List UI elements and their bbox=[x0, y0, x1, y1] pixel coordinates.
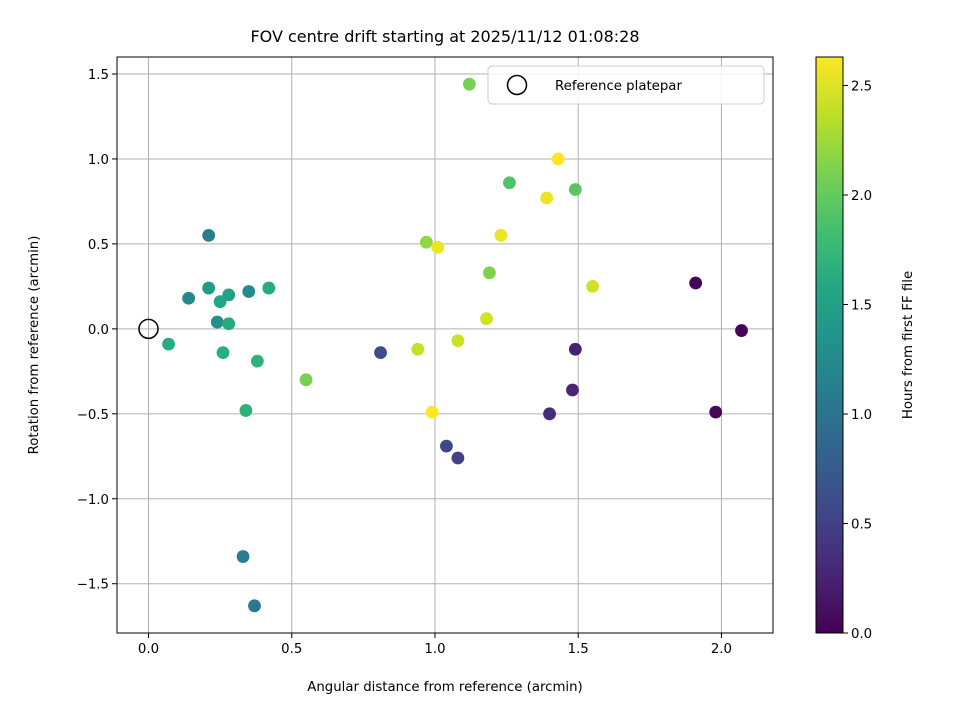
data-point bbox=[202, 281, 216, 295]
colorbar-label: Hours from first FF file bbox=[901, 271, 916, 419]
x-tick-label: 0.5 bbox=[281, 642, 302, 657]
data-point bbox=[216, 346, 230, 360]
data-point bbox=[709, 405, 723, 419]
colorbar-tick-label: 0.0 bbox=[851, 627, 872, 642]
legend-open-circle-icon bbox=[506, 74, 528, 96]
data-point bbox=[239, 404, 253, 417]
y-tick-label: −0.5 bbox=[77, 408, 109, 423]
x-axis-ticks: 0.0 0.5 1.0 1.5 2.0 bbox=[138, 633, 732, 657]
data-point bbox=[735, 324, 748, 337]
data-point bbox=[494, 229, 508, 242]
data-point bbox=[162, 337, 175, 351]
data-point bbox=[374, 346, 387, 360]
data-point bbox=[540, 191, 554, 205]
data-point bbox=[451, 334, 465, 348]
x-tick-label: 0.0 bbox=[138, 642, 159, 657]
data-point bbox=[483, 266, 496, 280]
x-tick-label: 1.0 bbox=[424, 642, 445, 657]
data-point bbox=[250, 354, 264, 368]
data-point bbox=[551, 152, 565, 166]
x-tick-label: 2.0 bbox=[711, 642, 732, 657]
colorbar-tick-label: 0.5 bbox=[851, 517, 872, 532]
data-point bbox=[566, 383, 579, 397]
data-point bbox=[222, 317, 236, 331]
data-point bbox=[242, 285, 256, 298]
data-point bbox=[586, 279, 599, 293]
legend-label: Reference platepar bbox=[555, 79, 682, 94]
data-point bbox=[411, 342, 425, 356]
data-point bbox=[202, 229, 216, 242]
data-point bbox=[431, 240, 445, 254]
colorbar-gradient bbox=[815, 56, 844, 634]
data-point bbox=[213, 295, 227, 309]
data-point bbox=[425, 405, 439, 419]
data-point bbox=[451, 451, 465, 465]
y-axis-ticks: 1.5 1.0 0.5 0.0 −0.5 −1.0 −1.5 bbox=[77, 68, 117, 593]
colorbar: 0.0 0.5 1.0 1.5 2.0 2.5 Hours from first FF f… bbox=[815, 56, 916, 642]
legend: Reference platepar bbox=[487, 65, 765, 105]
data-points bbox=[162, 77, 748, 613]
data-point bbox=[689, 276, 703, 290]
data-point bbox=[480, 312, 493, 326]
data-point bbox=[236, 550, 250, 563]
reference-marker bbox=[138, 318, 159, 340]
data-point bbox=[182, 291, 196, 305]
x-axis-label: Angular distance from reference (arcmin) bbox=[307, 680, 582, 695]
colorbar-tick-label: 2.0 bbox=[851, 189, 872, 204]
data-point bbox=[440, 439, 453, 453]
data-point bbox=[543, 407, 556, 421]
data-point bbox=[210, 315, 224, 329]
chart-title: FOV centre drift starting at 2025/11/12 … bbox=[250, 27, 639, 46]
data-point bbox=[262, 281, 276, 295]
reference-platepar-marker bbox=[138, 318, 159, 340]
y-tick-label: −1.0 bbox=[77, 493, 109, 508]
colorbar-tick-label: 1.0 bbox=[851, 408, 872, 423]
data-point bbox=[419, 235, 433, 249]
y-axis-label: Rotation from reference (arcmin) bbox=[27, 236, 42, 455]
y-tick-label: 1.0 bbox=[88, 153, 109, 168]
grid-lines bbox=[117, 57, 773, 633]
legend-box bbox=[487, 65, 765, 105]
y-tick-label: 0.5 bbox=[88, 238, 109, 253]
colorbar-ticks: 0.0 0.5 1.0 1.5 2.0 2.5 bbox=[843, 79, 872, 642]
data-point bbox=[222, 288, 236, 302]
data-point bbox=[503, 176, 516, 190]
data-point bbox=[248, 599, 261, 613]
x-tick-label: 1.5 bbox=[568, 642, 589, 657]
colorbar-tick-label: 2.5 bbox=[851, 79, 872, 94]
colorbar-tick-label: 1.5 bbox=[851, 298, 872, 313]
data-point bbox=[462, 77, 476, 91]
y-tick-label: 0.0 bbox=[88, 323, 109, 338]
plot-frame bbox=[116, 56, 774, 634]
data-point bbox=[299, 373, 313, 387]
y-tick-label: −1.5 bbox=[77, 578, 109, 593]
data-point bbox=[568, 342, 582, 356]
data-point bbox=[568, 183, 582, 196]
y-tick-label: 1.5 bbox=[88, 68, 109, 83]
